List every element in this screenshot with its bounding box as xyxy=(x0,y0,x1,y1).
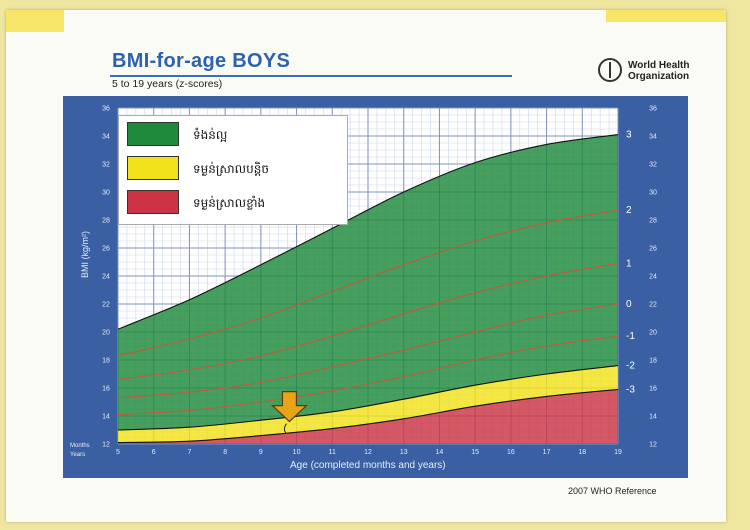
legend-swatch xyxy=(127,156,179,180)
x-tick-label: 11 xyxy=(329,449,336,456)
x-tick-label: 6 xyxy=(152,449,156,456)
reference-note: 2007 WHO Reference xyxy=(568,486,657,496)
y-tick-label: 24 xyxy=(649,274,657,281)
tape-left xyxy=(6,10,64,32)
series-label: -3 xyxy=(626,384,635,395)
y-tick-label: 20 xyxy=(649,330,657,337)
series-label: -2 xyxy=(626,361,635,372)
x-tick-label: 13 xyxy=(400,449,408,456)
y-tick-label: 34 xyxy=(102,134,110,141)
y-tick-label: 26 xyxy=(649,246,657,253)
x-tick-label: 10 xyxy=(293,449,301,456)
legend-item-normal: ទំងន់ល្អ xyxy=(127,122,341,148)
x-tick-label: 12 xyxy=(364,449,372,456)
zone-band xyxy=(118,365,618,443)
x-tick-label: 5 xyxy=(116,449,120,456)
annotation-mark xyxy=(283,423,287,434)
y-axis-label: BMI (kg/m²) xyxy=(80,231,90,278)
x-tick-label: 15 xyxy=(471,449,479,456)
legend-label: ទម្ងន់ស្រាលបន្តិច xyxy=(193,162,269,176)
corner-label-months: Months xyxy=(70,443,90,449)
y-tick-label: 32 xyxy=(649,162,657,169)
chart-title: BMI-for-age BOYS xyxy=(112,50,291,72)
y-tick-label: 36 xyxy=(102,106,110,113)
x-tick-label: 17 xyxy=(543,449,551,456)
legend-swatch xyxy=(127,190,179,214)
y-tick-label: 16 xyxy=(649,386,657,393)
series-line xyxy=(117,134,619,330)
y-tick-label: 28 xyxy=(649,218,657,225)
who-name: World Health Organization xyxy=(628,60,690,82)
y-tick-label: 30 xyxy=(102,190,110,197)
y-tick-label: 14 xyxy=(102,414,110,421)
x-axis-label: Age (completed months and years) xyxy=(290,460,446,471)
series-line xyxy=(117,365,619,431)
y-tick-label: 34 xyxy=(649,134,657,141)
series-label: 3 xyxy=(626,130,632,141)
chart-subtitle: 5 to 19 years (z-scores) xyxy=(112,78,223,90)
series-line xyxy=(117,335,619,416)
series-label: -1 xyxy=(626,331,635,342)
legend: ទំងន់ល្អ ទម្ងន់ស្រាលបន្តិច ទម្ងន់ស្រាលខ្… xyxy=(118,115,348,225)
title-rule xyxy=(110,75,512,77)
y-tick-label: 32 xyxy=(102,162,110,169)
y-tick-label: 28 xyxy=(102,218,110,225)
series-line xyxy=(117,262,619,381)
corner-label-years: Years xyxy=(70,452,86,458)
x-tick-label: 9 xyxy=(259,449,263,456)
legend-label: ទំងន់ល្អ xyxy=(193,128,228,142)
y-tick-label: 24 xyxy=(102,274,110,281)
series-label: 1 xyxy=(626,258,632,269)
series-label: 0 xyxy=(626,299,632,310)
series-line xyxy=(117,388,619,444)
x-tick-label: 19 xyxy=(614,449,622,456)
zone-band xyxy=(118,389,618,444)
x-tick-label: 7 xyxy=(187,449,191,456)
series-line xyxy=(117,303,619,399)
legend-swatch xyxy=(127,122,179,146)
y-tick-label: 12 xyxy=(649,442,657,449)
y-tick-label: 14 xyxy=(649,414,657,421)
y-tick-label: 22 xyxy=(649,302,657,309)
tape-right xyxy=(606,10,726,22)
x-tick-label: 14 xyxy=(436,449,444,456)
y-tick-label: 16 xyxy=(102,386,110,393)
legend-item-severe: ទម្ងន់ស្រាលខ្លាំង xyxy=(127,190,341,216)
x-tick-label: 16 xyxy=(507,449,515,456)
legend-item-mild: ទម្ងន់ស្រាលបន្តិច xyxy=(127,156,341,182)
y-tick-label: 18 xyxy=(649,358,657,365)
y-tick-label: 22 xyxy=(102,302,110,309)
series-line xyxy=(117,209,619,357)
series-label: 2 xyxy=(626,205,632,216)
y-tick-label: 26 xyxy=(102,246,110,253)
x-tick-label: 8 xyxy=(223,449,227,456)
legend-label: ទម្ងន់ស្រាលខ្លាំង xyxy=(193,196,266,210)
y-tick-label: 20 xyxy=(102,330,110,337)
y-tick-label: 12 xyxy=(102,442,110,449)
annotation-arrow xyxy=(270,391,308,423)
x-tick-label: 18 xyxy=(578,449,586,456)
y-tick-label: 30 xyxy=(649,190,657,197)
who-emblem-icon xyxy=(598,58,622,82)
y-tick-label: 36 xyxy=(649,106,657,113)
y-tick-label: 18 xyxy=(102,358,110,365)
